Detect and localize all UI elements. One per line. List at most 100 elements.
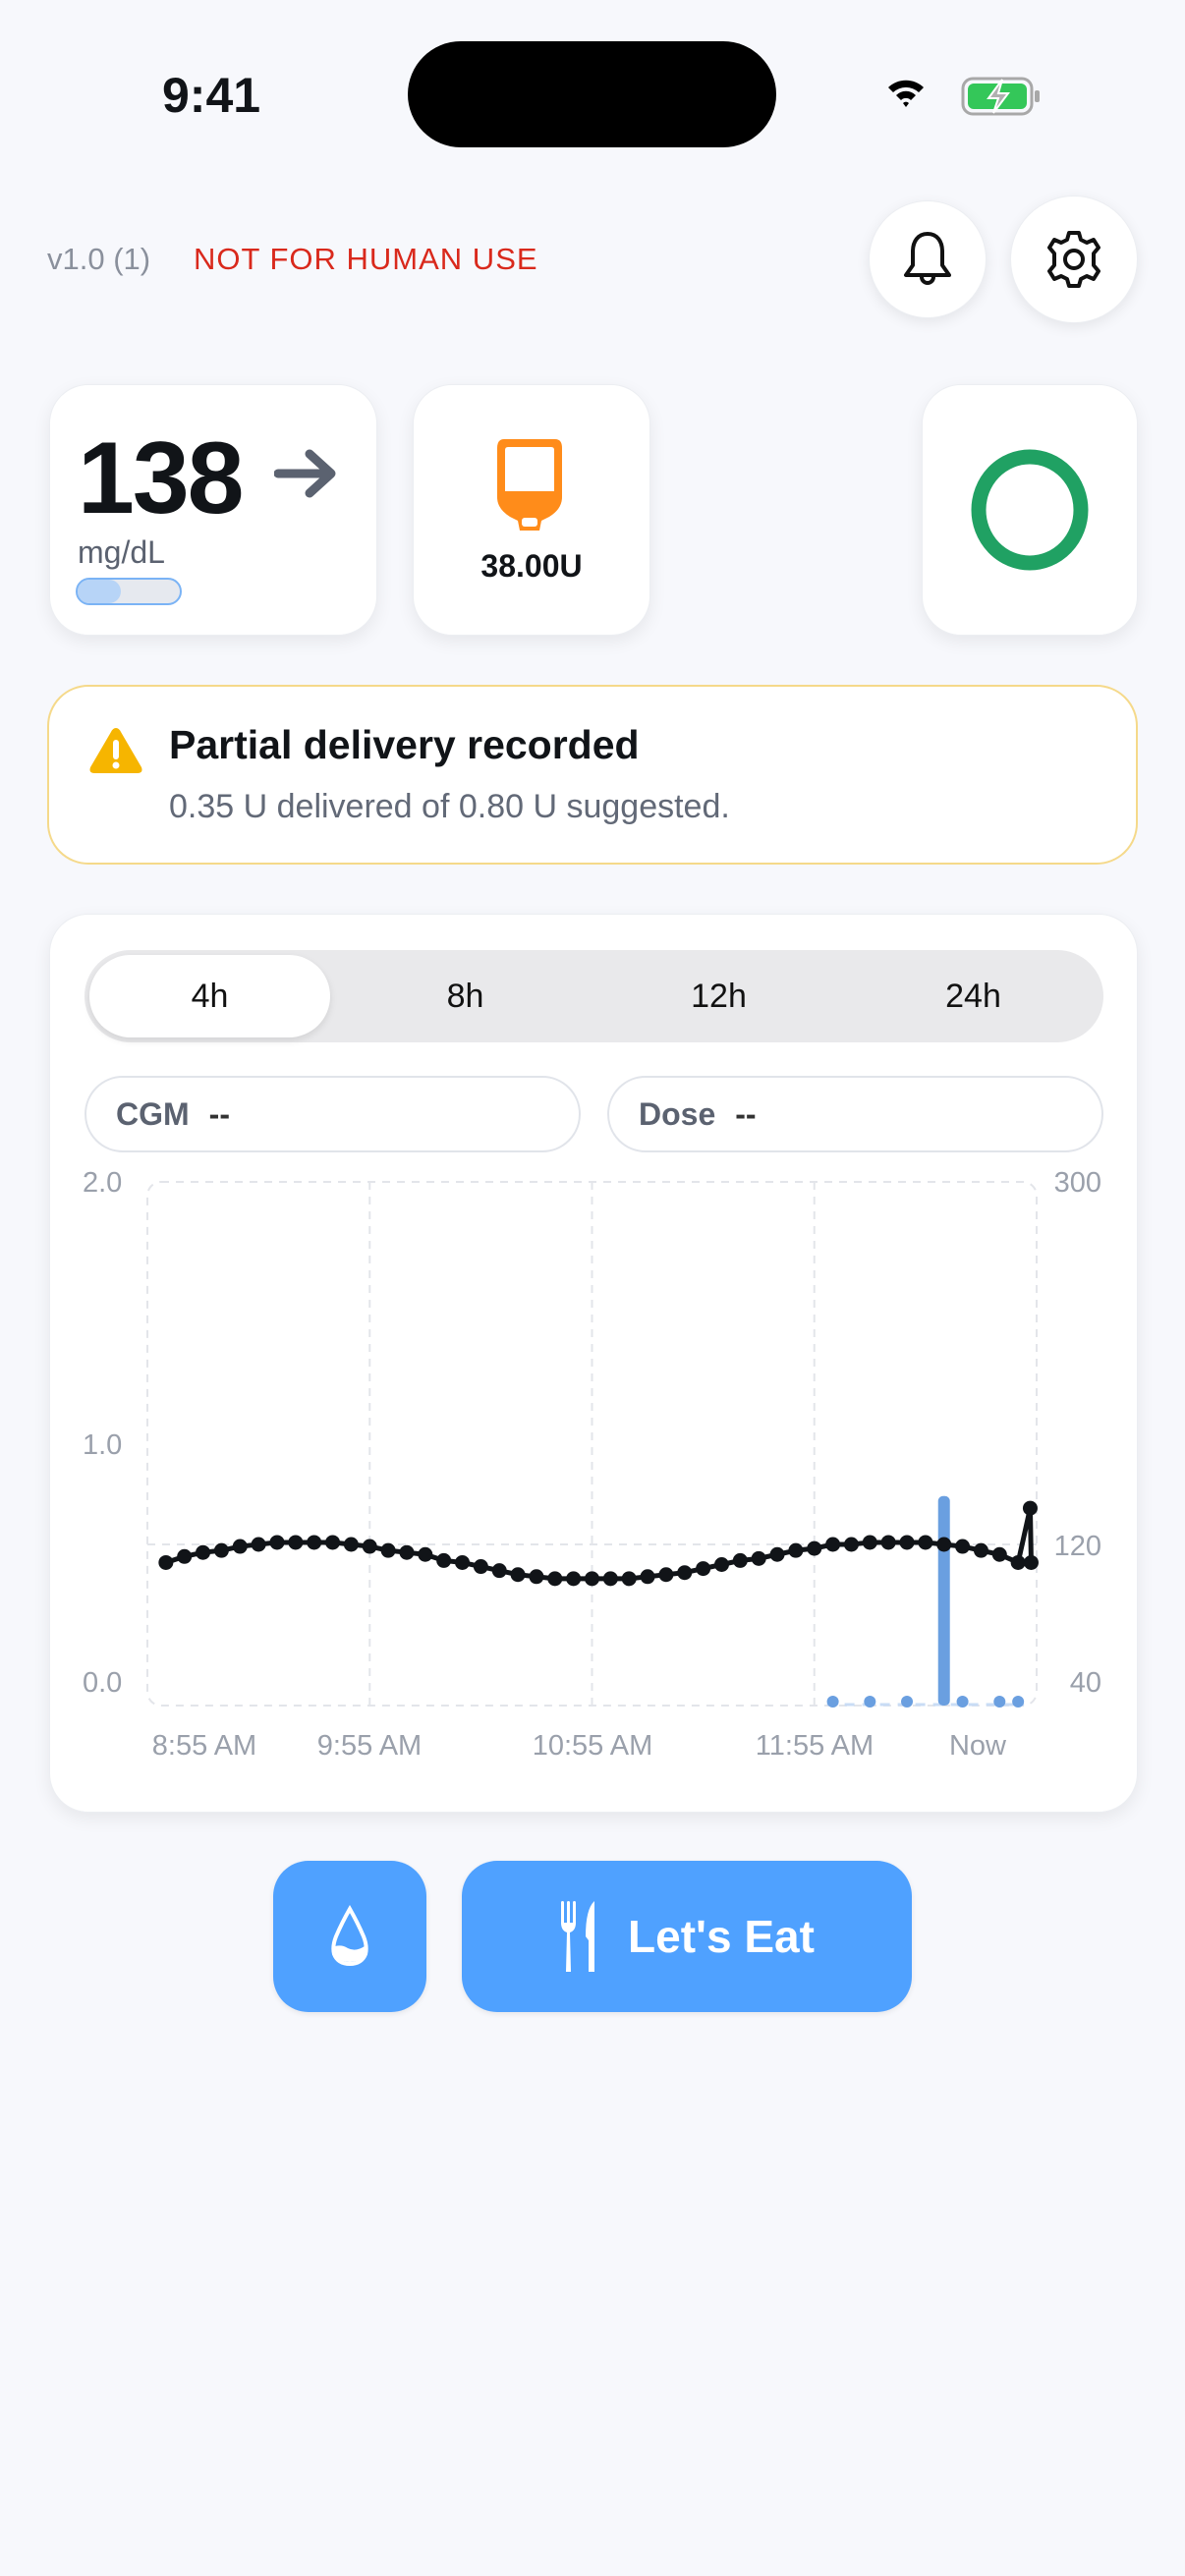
dose-point	[1012, 1696, 1025, 1708]
right-axis-tick: 40	[1070, 1667, 1101, 1699]
cgm-point	[955, 1539, 971, 1554]
arrow-right-icon	[274, 449, 336, 498]
cgm-point	[991, 1546, 1007, 1562]
tab-4h[interactable]: 4h	[89, 955, 330, 1037]
tab-8h[interactable]: 8h	[446, 977, 484, 1015]
cgm-point	[362, 1539, 377, 1554]
cgm-point	[1010, 1554, 1026, 1570]
cgm-point	[880, 1535, 896, 1550]
alert-message: 0.35 U delivered of 0.80 U suggested.	[169, 788, 730, 825]
dose-point	[901, 1696, 914, 1708]
x-axis-tick: 11:55 AM	[756, 1730, 874, 1762]
cgm-point	[732, 1552, 748, 1568]
not-for-human-use-label: NOT FOR HUMAN USE	[194, 242, 538, 276]
partial-delivery-alert: Partial delivery recorded 0.35 U deliver…	[47, 685, 1138, 865]
cgm-point	[713, 1557, 729, 1572]
cgm-point	[1022, 1500, 1038, 1516]
cgm-point	[510, 1567, 526, 1583]
cgm-point	[602, 1571, 618, 1587]
dose-readout-value: --	[735, 1095, 757, 1132]
cgm-point	[566, 1571, 582, 1587]
cgm-point	[380, 1542, 396, 1558]
x-axis-tick: 8:55 AM	[152, 1730, 256, 1762]
x-axis-tick: 9:55 AM	[317, 1730, 422, 1762]
cgm-point	[547, 1571, 563, 1587]
cgm-point	[677, 1565, 693, 1581]
cgm-readout-value: --	[208, 1095, 230, 1132]
left-axis-tick: 2.0	[83, 1167, 122, 1199]
x-axis-tick: 10:55 AM	[533, 1730, 653, 1762]
tab-24h[interactable]: 24h	[945, 977, 1001, 1015]
cgm-point	[455, 1554, 471, 1570]
fork-knife-icon	[561, 1901, 595, 1972]
cgm-point	[177, 1548, 193, 1564]
dose-readout-label: Dose	[639, 1095, 716, 1132]
cgm-point	[862, 1535, 877, 1550]
notifications-button[interactable]	[869, 200, 987, 318]
cgm-readout: CGM --	[85, 1076, 581, 1152]
cgm-point	[769, 1546, 785, 1562]
loop-status-card[interactable]	[922, 384, 1138, 636]
dose-point	[864, 1696, 876, 1708]
cgm-point	[436, 1552, 452, 1568]
water-drop-icon	[331, 1905, 368, 1967]
dose-point	[993, 1696, 1006, 1708]
time-range-selector: 4h 8h 12h 24h	[85, 950, 1103, 1042]
ring-icon	[971, 449, 1089, 571]
cgm-point	[899, 1535, 915, 1550]
left-axis-tick: 0.0	[83, 1667, 122, 1699]
cgm-point	[658, 1567, 674, 1583]
tab-12h[interactable]: 12h	[691, 977, 747, 1015]
dose-point	[956, 1696, 969, 1708]
dynamic-island	[408, 41, 776, 147]
cgm-point	[196, 1544, 211, 1560]
cgm-point	[788, 1542, 804, 1558]
cgm-point	[585, 1571, 599, 1587]
cgm-point	[973, 1542, 988, 1558]
cgm-point	[491, 1563, 507, 1579]
cgm-point	[343, 1537, 359, 1552]
glucose-value: 138	[78, 421, 245, 535]
warning-triangle-icon	[89, 728, 142, 773]
cgm-point	[843, 1537, 859, 1552]
cgm-point	[696, 1561, 711, 1577]
insulin-reservoir-icon	[497, 439, 562, 531]
cgm-point	[751, 1550, 766, 1566]
dose-readout: Dose --	[607, 1076, 1103, 1152]
cgm-point	[418, 1546, 433, 1562]
right-axis-tick: 300	[1054, 1167, 1101, 1199]
cgm-point	[399, 1544, 415, 1560]
cgm-point	[936, 1537, 952, 1552]
bell-icon	[904, 232, 951, 285]
cgm-point	[825, 1537, 841, 1552]
wifi-icon	[888, 80, 924, 107]
reservoir-card[interactable]: 38.00U	[413, 384, 650, 636]
cgm-point	[213, 1542, 229, 1558]
glucose-unit: mg/dL	[78, 534, 165, 570]
glucose-toggle[interactable]	[76, 578, 182, 605]
cgm-point	[158, 1554, 174, 1570]
glucose-dose-chart[interactable]: 2.0 1.0 0.0 300 120 40 8:55 AM 9:55 AM 1…	[0, 0, 1185, 1811]
right-axis-tick: 120	[1054, 1531, 1101, 1562]
chart-panel: 4h 8h 12h 24h CGM -- Dose --	[49, 914, 1138, 1813]
cgm-point	[621, 1571, 637, 1587]
cgm-point	[288, 1535, 304, 1550]
alert-title: Partial delivery recorded	[169, 722, 640, 767]
gear-icon	[1047, 231, 1100, 288]
cgm-point	[918, 1535, 933, 1550]
cgm-point	[807, 1540, 822, 1556]
glucose-card[interactable]: 138 mg/dL	[49, 384, 377, 636]
version-label: v1.0 (1)	[47, 242, 151, 276]
cgm-point	[640, 1569, 655, 1585]
settings-button[interactable]	[1010, 196, 1138, 323]
cgm-point	[473, 1559, 488, 1575]
dose-point	[826, 1696, 839, 1708]
reservoir-value: 38.00U	[480, 548, 583, 584]
cgm-point	[251, 1537, 266, 1552]
lets-eat-label: Let's Eat	[628, 1911, 815, 1962]
x-axis-tick: Now	[949, 1730, 1007, 1762]
dose-bar	[937, 1495, 950, 1706]
lets-eat-button[interactable]: Let's Eat	[462, 1861, 912, 2012]
water-drop-button[interactable]	[273, 1861, 426, 2012]
cgm-point	[269, 1535, 285, 1550]
